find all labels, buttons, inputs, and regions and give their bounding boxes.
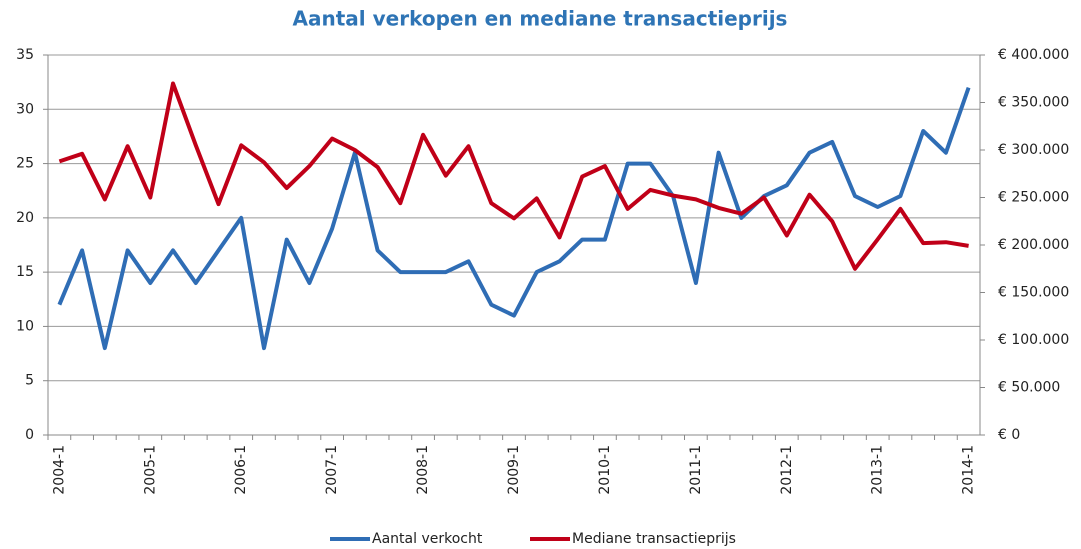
x-tick-label: 2008-1 [415,445,431,495]
legend-label: Aantal verkocht [372,531,483,547]
y2-tick-label: € 0 [998,427,1020,443]
y-tick-label: 35 [16,47,34,63]
data-line [58,81,969,271]
x-tick-label: 2006-1 [233,445,249,495]
x-tick-label: 2013-1 [870,445,886,495]
x-tick-label: 2004-1 [51,445,67,495]
y2-tick-label: € 150.000 [998,285,1069,301]
y2-tick-label: € 200.000 [998,237,1069,253]
y-tick-label: 15 [16,264,34,280]
y-tick-label: 5 [25,373,34,389]
x-tick-label: 2007-1 [324,445,340,495]
y2-tick-label: € 100.000 [998,332,1069,348]
x-tick-label: 2011-1 [688,445,704,495]
legend-label: Mediane transactieprijs [572,531,736,547]
y-tick-label: 20 [16,210,34,226]
y-tick-label: 10 [16,318,34,334]
data-line [57,86,971,351]
y2-tick-label: € 50.000 [998,380,1060,396]
y-tick-label: 30 [16,101,34,117]
y2-tick-label: € 250.000 [998,190,1069,206]
y2-tick-label: € 400.000 [998,47,1069,63]
y2-tick-label: € 300.000 [998,142,1069,158]
x-tick-label: 2012-1 [779,445,795,495]
x-tick-label: 2005-1 [142,445,158,495]
chart-title: Aantal verkopen en mediane transactiepri… [293,7,788,31]
y2-tick-label: € 350.000 [998,95,1069,111]
x-tick-label: 2010-1 [597,445,613,495]
y-tick-label: 25 [16,156,34,172]
x-tick-label: 2009-1 [506,445,522,495]
x-tick-label: 2014-1 [961,445,977,495]
y-tick-label: 0 [25,427,34,443]
